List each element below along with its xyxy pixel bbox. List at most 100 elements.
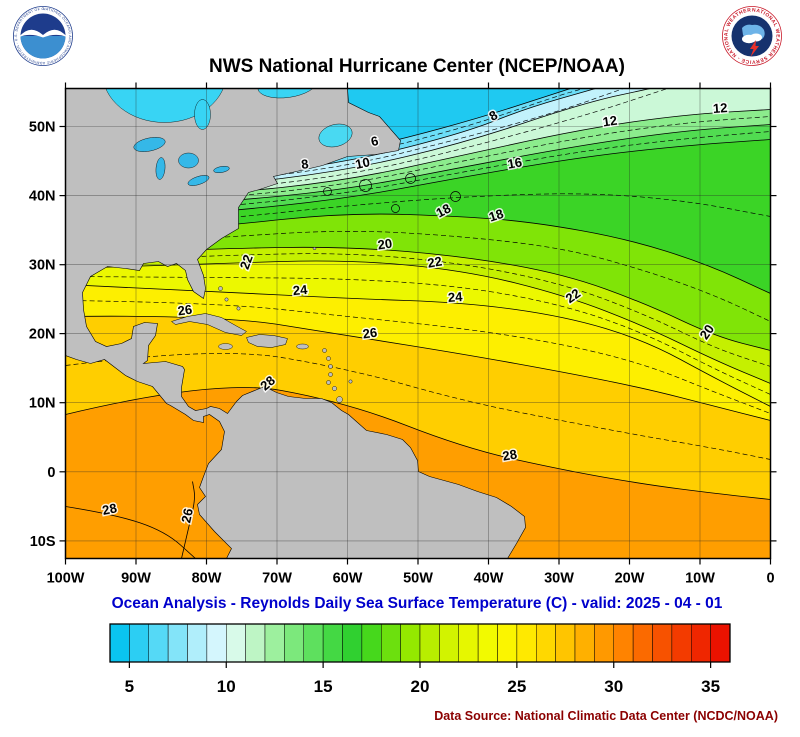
lake-ontario	[213, 166, 230, 173]
nws-cloud-icon	[750, 33, 762, 42]
lat-label: 50N	[29, 120, 56, 136]
colorbar-segment	[652, 623, 673, 663]
gulf-of-st-lawrence	[318, 123, 353, 148]
colorbar-segment	[148, 623, 169, 663]
data-source: Data Source: National Climatic Data Cent…	[434, 709, 778, 723]
colorbar-segment	[264, 623, 285, 663]
isotherm-20	[65, 246, 771, 351]
colorbar-tick-label: 15	[314, 677, 333, 696]
island-dot	[218, 286, 223, 291]
colorbar-segment	[671, 623, 692, 663]
island-dot	[328, 372, 333, 377]
lon-label: 80W	[192, 571, 222, 587]
eddy-contour	[391, 204, 400, 213]
noaa-logo-sea	[20, 36, 66, 59]
colorbar-tick-label: 35	[701, 677, 720, 696]
colorbar-segment	[167, 623, 188, 663]
island	[218, 343, 233, 350]
lat-label: 0	[47, 465, 55, 481]
island-dot	[236, 306, 241, 311]
colorbar-tick-label: 10	[217, 677, 236, 696]
isotherm-18	[65, 213, 771, 294]
lake-huron	[178, 152, 199, 169]
eddy-contour	[450, 191, 461, 202]
colorbar-segment	[458, 623, 479, 663]
contour-label: 22	[237, 253, 256, 272]
lat-label: 10N	[29, 396, 56, 412]
isotherm-dashed-9	[65, 88, 624, 190]
contour-label: 12	[602, 113, 618, 130]
lake-superior	[133, 137, 166, 152]
isotherm-28-pacific	[65, 506, 196, 559]
isotherm-28	[65, 387, 771, 500]
colorbar-segment	[574, 623, 595, 663]
lon-label: 60W	[333, 571, 363, 587]
colorbar-segment	[381, 623, 401, 663]
island	[312, 247, 317, 250]
lon-label: 50W	[403, 571, 433, 587]
colorbar-segment	[129, 623, 149, 663]
island-dot	[224, 297, 229, 302]
contour-label: 20	[377, 236, 393, 253]
colorbar-segment	[536, 623, 556, 663]
contour-label: 24	[447, 289, 463, 305]
hudson-bay	[105, 88, 224, 123]
lat-label: 10S	[30, 534, 56, 550]
colorbar-segment	[419, 623, 440, 663]
lon-label: 10W	[685, 571, 715, 587]
colorbar-segment	[109, 623, 130, 663]
colorbar-tick-label: 25	[507, 677, 526, 696]
colorbar-segment	[303, 623, 324, 663]
colorbar-segment	[632, 623, 653, 663]
island-dot	[326, 380, 331, 385]
colorbar-segment	[439, 623, 459, 663]
contour-label: 24	[292, 282, 308, 298]
island-dot	[326, 356, 331, 361]
lon-label: 90W	[121, 571, 151, 587]
colorbar-segment	[226, 623, 246, 663]
isotherm-22	[65, 260, 771, 384]
isotherm-26	[65, 315, 771, 421]
noaa-gull-icon	[19, 29, 67, 38]
isotherm-dashed-19	[65, 231, 771, 322]
colorbar-segment	[400, 623, 421, 663]
lon-label: 70W	[262, 571, 292, 587]
colorbar-segment	[322, 623, 343, 663]
island	[296, 343, 309, 350]
contour-label: 26	[362, 325, 378, 342]
isotherm-26-pacific	[181, 481, 195, 559]
james-bay	[194, 99, 211, 130]
page-title: NWS National Hurricane Center (NCEP/NOAA…	[209, 56, 625, 77]
eddy-contour	[359, 179, 372, 192]
lake-michigan	[155, 157, 166, 180]
contour-label: 10	[354, 154, 371, 172]
colorbar-segment	[691, 623, 711, 663]
lon-label: 40W	[474, 571, 504, 587]
colorbar-segment	[594, 623, 614, 663]
axes-layer: 100W 90W 80W 70W 60W 50W 40W 30W 20W 10W 0 50N 40N 30…	[29, 82, 777, 587]
island-dot	[348, 379, 353, 384]
map-subtitle: Ocean Analysis - Reynolds Daily Sea Surf…	[112, 595, 723, 612]
colorbar-segment	[245, 623, 266, 663]
isotherm-dashed-27	[65, 353, 771, 460]
colorbar-segment	[342, 623, 363, 663]
colorbar-segment	[187, 623, 208, 663]
colorbar-tick-label: 20	[411, 677, 430, 696]
isotherm-24	[65, 284, 771, 407]
island-dot	[332, 386, 337, 391]
lon-label: 100W	[47, 571, 85, 587]
colorbar-tick-label: 5	[125, 677, 134, 696]
lon-label: 30W	[544, 571, 574, 587]
lon-label: 20W	[615, 571, 645, 587]
contour-label: 12	[712, 100, 727, 116]
island-dot	[328, 364, 333, 369]
colorbar-tick-label: 30	[604, 677, 623, 696]
island-dot	[322, 348, 327, 353]
contour-label: 16	[506, 154, 523, 171]
eddy-contour	[405, 173, 416, 184]
colorbar-segment	[206, 623, 227, 663]
colorbar-segment	[284, 623, 304, 663]
